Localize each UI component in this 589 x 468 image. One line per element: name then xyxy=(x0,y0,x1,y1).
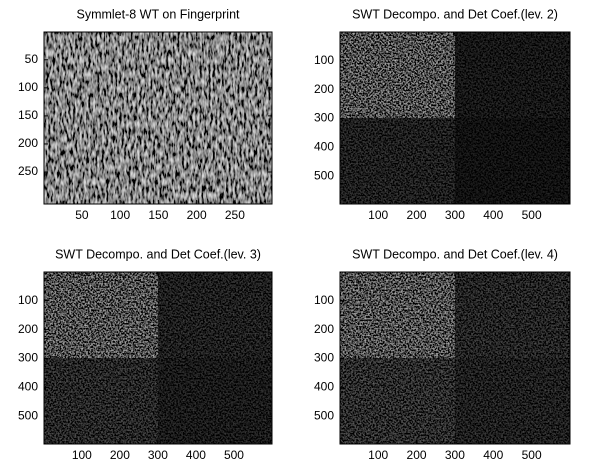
x-tick-label: 100 xyxy=(110,208,130,222)
y-tick-label: 200 xyxy=(314,322,334,336)
subplot-title: SWT Decompo. and Det Coef.(lev. 2) xyxy=(352,7,558,21)
y-tick-label: 400 xyxy=(18,380,38,394)
detail-quadrant xyxy=(455,118,570,204)
approx-shade xyxy=(44,272,158,358)
x-tick-label: 500 xyxy=(522,448,542,462)
y-tick-label: 100 xyxy=(18,80,38,94)
detail-quadrant xyxy=(340,358,455,444)
y-tick-label: 300 xyxy=(314,351,334,365)
subplot-title: Symmlet-8 WT on Fingerprint xyxy=(76,7,240,21)
detail-quadrant xyxy=(158,358,272,444)
x-tick-label: 100 xyxy=(368,448,388,462)
y-tick-label: 200 xyxy=(314,82,334,96)
y-tick-label: 400 xyxy=(314,140,334,154)
y-tick-label: 300 xyxy=(18,351,38,365)
y-tick-label: 150 xyxy=(18,108,38,122)
image-shade xyxy=(44,32,272,204)
x-tick-label: 50 xyxy=(75,208,89,222)
x-tick-label: 100 xyxy=(368,208,388,222)
y-tick-label: 200 xyxy=(18,322,38,336)
y-tick-label: 500 xyxy=(18,408,38,422)
x-tick-label: 200 xyxy=(407,208,427,222)
x-tick-label: 300 xyxy=(148,448,168,462)
y-tick-label: 100 xyxy=(314,293,334,307)
y-tick-label: 100 xyxy=(18,293,38,307)
y-tick-label: 500 xyxy=(314,168,334,182)
approx-shade xyxy=(340,272,455,358)
detail-quadrant xyxy=(455,272,570,358)
x-tick-label: 200 xyxy=(187,208,207,222)
subplot-title: SWT Decompo. and Det Coef.(lev. 4) xyxy=(352,247,558,261)
detail-quadrant xyxy=(158,272,272,358)
approx-shade xyxy=(340,32,455,118)
x-tick-label: 100 xyxy=(72,448,92,462)
y-tick-label: 100 xyxy=(314,53,334,67)
subplot: SWT Decompo. and Det Coef.(lev. 3) 100 200… xyxy=(18,247,273,462)
y-tick-label: 250 xyxy=(18,164,38,178)
x-tick-label: 400 xyxy=(483,208,503,222)
x-tick-label: 200 xyxy=(407,448,427,462)
x-tick-label: 250 xyxy=(225,208,245,222)
detail-quadrant xyxy=(455,32,570,118)
detail-quadrant xyxy=(340,118,455,204)
y-tick-label: 50 xyxy=(25,52,39,66)
y-tick-label: 500 xyxy=(314,408,334,422)
y-tick-label: 200 xyxy=(18,136,38,150)
image-texture xyxy=(44,32,272,204)
detail-quadrant xyxy=(455,358,570,444)
x-tick-label: 400 xyxy=(186,448,206,462)
x-tick-label: 200 xyxy=(110,448,130,462)
x-tick-label: 400 xyxy=(483,448,503,462)
y-tick-label: 400 xyxy=(314,380,334,394)
x-tick-label: 500 xyxy=(224,448,244,462)
subplot: Symmlet-8 WT on Fingerprint 50 100 150 200 25… xyxy=(18,7,273,222)
subplot-title: SWT Decompo. and Det Coef.(lev. 3) xyxy=(55,247,261,261)
detail-quadrant xyxy=(44,358,158,444)
x-tick-label: 300 xyxy=(445,208,465,222)
x-tick-label: 500 xyxy=(522,208,542,222)
y-tick-label: 300 xyxy=(314,111,334,125)
subplot: SWT Decompo. and Det Coef.(lev. 2) 100 200… xyxy=(314,7,571,222)
x-tick-label: 150 xyxy=(148,208,168,222)
subplot: SWT Decompo. and Det Coef.(lev. 4) 100 200… xyxy=(314,247,571,462)
x-tick-label: 300 xyxy=(445,448,465,462)
